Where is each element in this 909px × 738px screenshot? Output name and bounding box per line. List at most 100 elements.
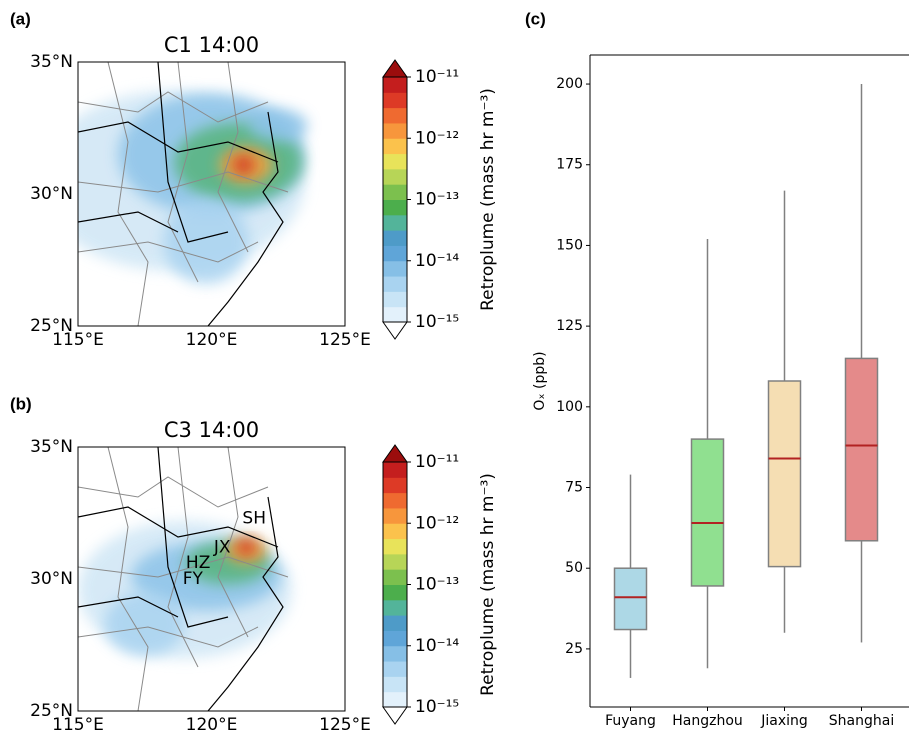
colorbar-band [383,153,407,170]
colorbar-band [383,584,407,601]
lat-tick-label: 30°N [30,569,73,589]
boundary [78,626,259,648]
map [77,61,346,327]
y-tick-label: 25 [565,641,583,657]
map-frame [77,61,346,327]
colorbar-band [383,92,407,109]
colorbar-band [383,691,407,708]
colorbar-band [383,553,407,570]
colorbar-band [383,538,407,555]
colorbar-tick-label: 10⁻¹⁴ [415,251,459,271]
boundary [217,447,249,638]
colorbar-tick-label: 10⁻¹² [415,513,459,533]
lat-tick-label: 35°N [30,52,73,72]
panel-label: (b) [10,394,32,413]
lon-tick-label: 115°E [52,715,104,735]
colorbar-band [383,199,407,216]
colorbar-band [383,492,407,509]
lon-tick-label: 125°E [319,330,371,350]
colorbar-band [383,138,407,155]
map-content [78,62,308,326]
colorbar-band [383,306,407,323]
site-label: HZ [186,553,210,573]
colorbar-tick-label: 10⁻¹⁵ [415,697,459,717]
boundary [78,91,269,123]
plume [104,592,185,656]
colorbar-label: Retroplume (mass hr m⁻³) [478,88,498,311]
boundary [107,447,149,711]
colorbar-band [383,507,407,524]
x-tick-label: Hangzhou [672,713,743,729]
boundary [78,171,289,193]
colorbar-band [383,77,407,93]
colorbar-band [383,168,407,185]
x-tick-label: Shanghai [829,713,894,729]
boundary [78,211,179,233]
plume [236,539,256,556]
boundary [78,506,279,548]
boundary [217,62,249,253]
lat-tick-label: 35°N [30,437,73,457]
boundary [78,121,279,163]
box [844,357,879,542]
lon-tick-label: 120°E [186,330,238,350]
colorbar-band [383,676,407,693]
colorbar-extend [382,444,408,463]
map-title: C3 14:00 [164,418,259,442]
y-tick-label: 200 [556,76,583,92]
colorbar-tick-label: 10⁻¹¹ [415,452,459,472]
site-label: SH [242,508,266,528]
colorbar-band [383,477,407,494]
box [613,567,648,631]
colorbar-extend [382,706,408,725]
y-tick-label: 125 [556,318,583,334]
colorbar-extend [382,59,408,78]
x-tick-label: Fuyang [605,713,656,729]
plume [248,109,308,142]
colorbar-band [383,630,407,647]
box [690,438,725,587]
panel-label: (c) [525,9,546,28]
boundary [157,447,229,628]
colorbar-band [383,645,407,662]
colorbar-band [383,230,407,246]
colorbar-label: Retroplume (mass hr m⁻³) [478,473,498,696]
colorbar-tick-label: 10⁻¹⁴ [415,636,459,656]
map-content [78,447,292,711]
colorbar-band [383,276,407,292]
plume [232,155,255,175]
site-label: JX [213,537,231,557]
boundary [207,111,284,326]
lon-tick-label: 115°E [52,330,104,350]
colorbar-extend [382,321,408,340]
y-tick-label: 75 [565,480,583,496]
colorbar-band [383,214,407,231]
boundary [157,62,229,243]
colorbar-band [383,599,407,616]
colorbar-tick-label: 10⁻¹¹ [415,67,459,87]
boundary [78,241,259,263]
boundary [107,62,149,326]
lat-tick-label: 25°N [30,701,73,721]
map [77,446,346,712]
colorbar-band [383,245,407,262]
y-tick-label: 50 [565,560,583,576]
lat-tick-label: 25°N [30,316,73,336]
plume [163,199,249,284]
site-label: FY [183,569,204,589]
lon-tick-label: 125°E [319,715,371,735]
y-tick-label: 175 [556,157,583,173]
box [767,380,802,568]
boundary [78,596,179,618]
boundary [207,496,284,711]
colorbar-band [383,462,407,478]
lat-tick-label: 30°N [30,184,73,204]
colorbar-tick-label: 10⁻¹⁵ [415,312,459,332]
colorbar-band [383,184,407,200]
y-tick-label: 150 [556,237,583,253]
panel-label: (a) [10,9,31,28]
colorbar-tick-label: 10⁻¹³ [415,575,459,595]
y-tick-label: 100 [556,399,583,415]
colorbar-band [383,260,407,277]
map-title: C1 14:00 [164,33,259,57]
